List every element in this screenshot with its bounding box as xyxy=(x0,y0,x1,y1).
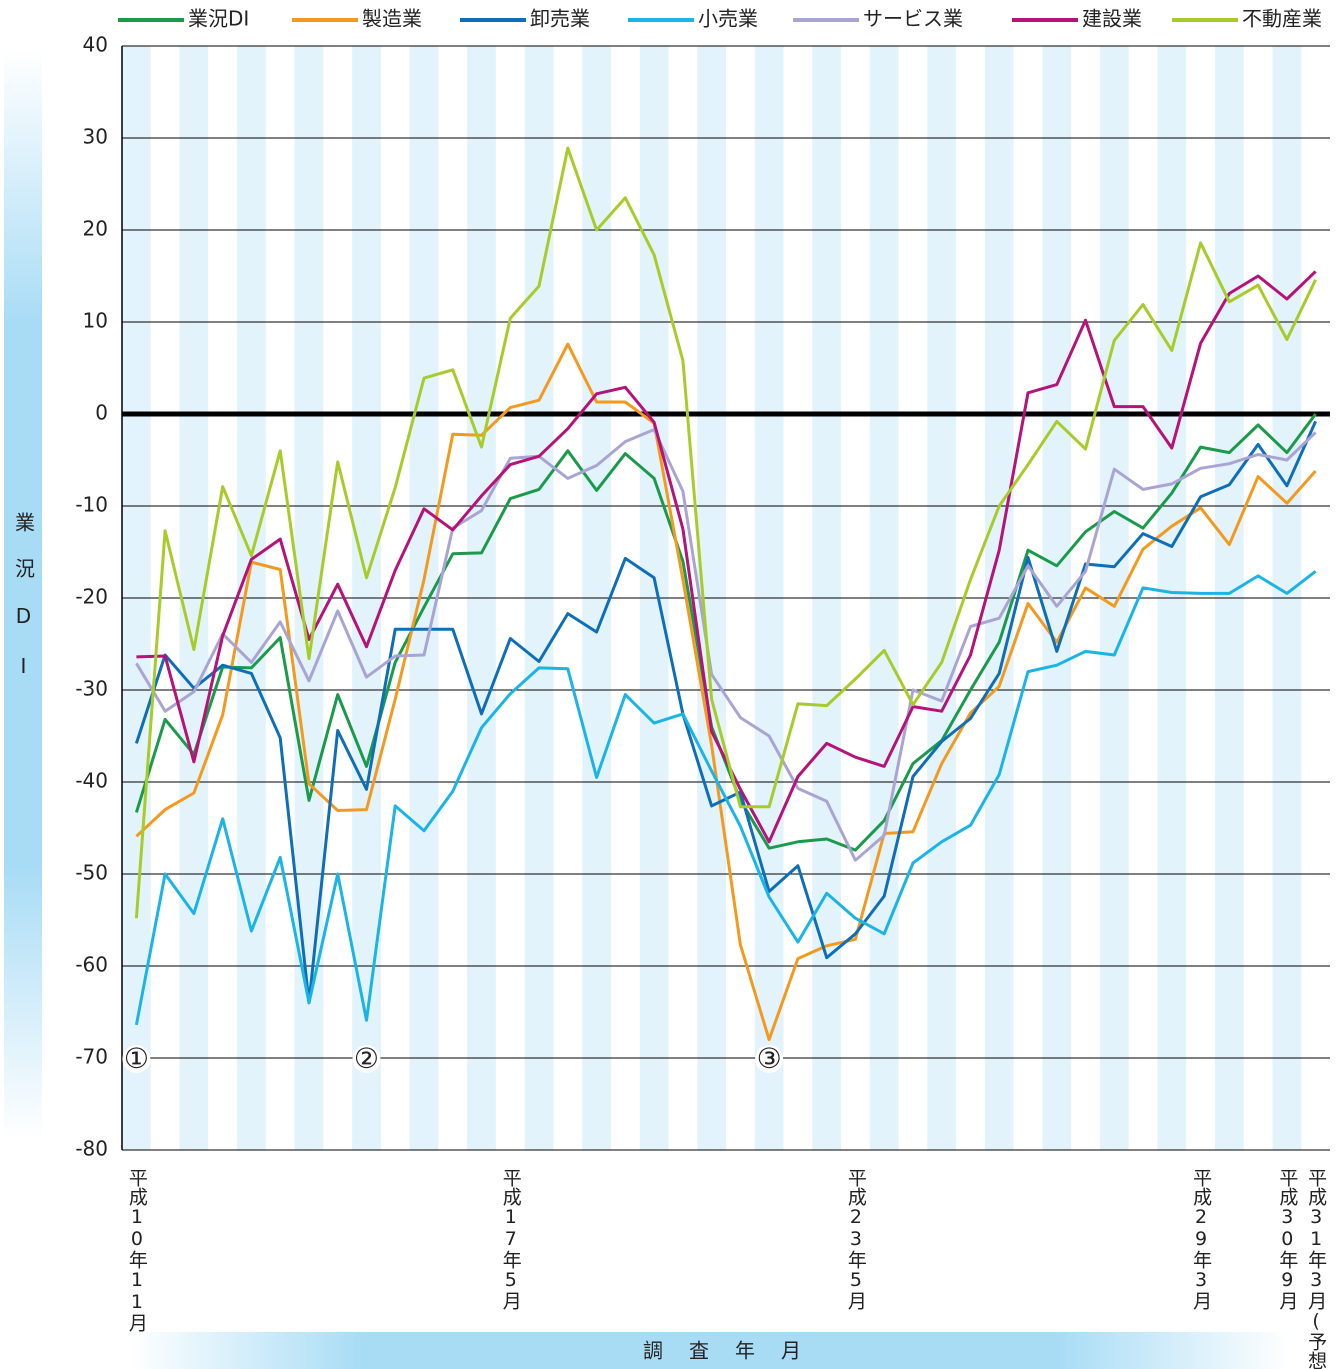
x-tick-label: 平成31年3月(予想) xyxy=(1305,1168,1327,1369)
x-tick-label: 平成29年3月 xyxy=(1190,1168,1212,1310)
y-tick-label: 10 xyxy=(83,309,108,333)
y-tick-label: -40 xyxy=(75,769,108,793)
annotation-bg xyxy=(122,1045,151,1073)
series-line xyxy=(134,146,1317,919)
y-tick-label: 40 xyxy=(83,33,108,57)
y-tick-label: 0 xyxy=(95,401,108,425)
y-tick-label: -80 xyxy=(75,1137,108,1161)
legend-label: 卸売業 xyxy=(530,7,590,31)
annotation-bg xyxy=(755,1045,784,1073)
x-tick-label: 平成17年5月 xyxy=(500,1168,522,1310)
y-tick-label: -20 xyxy=(75,585,108,609)
series-line xyxy=(135,428,1317,862)
legend-label: 製造業 xyxy=(362,7,422,31)
y-tick-label: -30 xyxy=(75,677,108,701)
annotation: ② xyxy=(354,1042,379,1075)
x-label-band xyxy=(130,1332,1290,1369)
x-tick-label: 平成30年9月 xyxy=(1276,1168,1298,1310)
series-line xyxy=(135,342,1317,1042)
y-tick-label: 30 xyxy=(83,125,108,149)
y-axis-label: 業況DI xyxy=(12,512,36,704)
legend-label: 建設業 xyxy=(1082,7,1142,31)
x-axis-label: 調査年月 xyxy=(643,1339,827,1363)
y-tick-label: -50 xyxy=(75,861,108,885)
y-tick-label: 20 xyxy=(83,217,108,241)
y-tick-label: -70 xyxy=(75,1045,108,1069)
legend-label: サービス業 xyxy=(863,7,963,31)
y-label-band xyxy=(4,50,42,1140)
legend-label: 不動産業 xyxy=(1242,7,1322,31)
legend-label: 小売業 xyxy=(698,7,758,31)
annotation-bg xyxy=(352,1045,381,1073)
x-tick-label: 平成23年5月 xyxy=(845,1168,867,1310)
annotation: ③ xyxy=(757,1042,782,1075)
y-tick-label: -10 xyxy=(75,493,108,517)
y-tick-label: -60 xyxy=(75,953,108,977)
annotation: ① xyxy=(124,1042,149,1075)
x-tick-label: 平成10年11月 xyxy=(126,1168,148,1332)
series-line xyxy=(136,270,1317,844)
legend-label: 業況DI xyxy=(188,7,249,31)
series-line xyxy=(134,570,1317,1026)
